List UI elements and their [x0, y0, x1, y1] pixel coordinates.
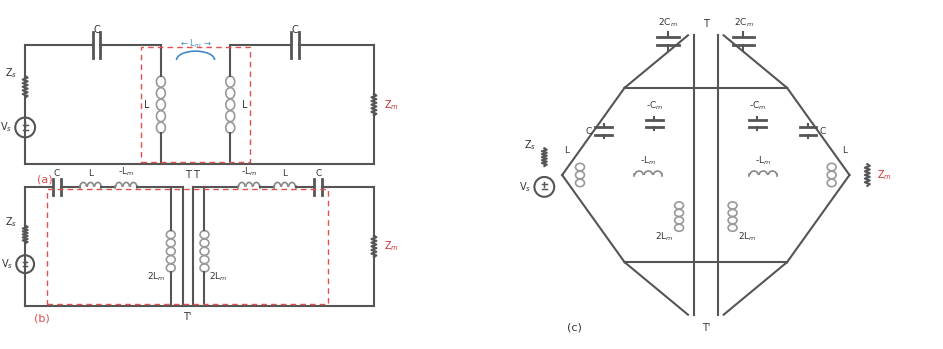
Text: Z$_s$: Z$_s$	[5, 66, 17, 80]
Text: -L$_m$: -L$_m$	[640, 155, 656, 167]
Text: C: C	[93, 25, 100, 35]
Text: L: L	[565, 146, 570, 155]
Text: 2C$_m$: 2C$_m$	[658, 17, 678, 29]
Text: -C$_m$: -C$_m$	[749, 99, 766, 112]
Text: Z$_s$: Z$_s$	[524, 138, 537, 152]
Text: T: T	[703, 19, 709, 29]
Text: 2C$_m$: 2C$_m$	[734, 17, 753, 29]
Text: L: L	[842, 146, 847, 155]
Text: T': T'	[702, 322, 710, 333]
Text: 2L$_m$: 2L$_m$	[655, 230, 674, 243]
Text: V$_s$: V$_s$	[520, 180, 532, 194]
Text: C: C	[291, 25, 298, 35]
Text: L: L	[242, 100, 248, 110]
Text: Z$_s$: Z$_s$	[5, 216, 17, 229]
Text: 2L$_m$: 2L$_m$	[737, 230, 756, 243]
Text: -L$_m$: -L$_m$	[241, 165, 257, 178]
Text: (a): (a)	[37, 174, 53, 184]
Text: (b): (b)	[34, 314, 50, 324]
Text: T': T'	[184, 312, 191, 322]
Text: T: T	[185, 170, 190, 180]
Text: T: T	[192, 170, 199, 180]
Text: Z$_m$: Z$_m$	[384, 98, 399, 112]
Text: -C$_m$: -C$_m$	[646, 99, 663, 112]
Bar	[47, 189, 328, 304]
Text: -L$_m$: -L$_m$	[118, 165, 134, 178]
Text: 2L$_m$: 2L$_m$	[209, 271, 228, 283]
Text: V$_s$: V$_s$	[0, 120, 12, 134]
Text: (c): (c)	[567, 322, 582, 333]
Text: L: L	[143, 100, 149, 110]
Text: ← L$_m$ →: ← L$_m$ →	[180, 38, 211, 50]
Text: 2L$_m$: 2L$_m$	[147, 271, 166, 283]
Bar	[141, 47, 250, 162]
Text: C: C	[54, 169, 60, 178]
Text: C: C	[586, 127, 592, 136]
Text: C: C	[819, 127, 826, 136]
Text: V$_s$: V$_s$	[1, 257, 13, 271]
Text: -L$_m$: -L$_m$	[755, 155, 771, 167]
Text: Z$_m$: Z$_m$	[877, 168, 892, 182]
Text: C: C	[315, 169, 322, 178]
Text: L: L	[88, 169, 93, 178]
Text: L: L	[282, 169, 288, 178]
Text: Z$_m$: Z$_m$	[384, 239, 399, 253]
